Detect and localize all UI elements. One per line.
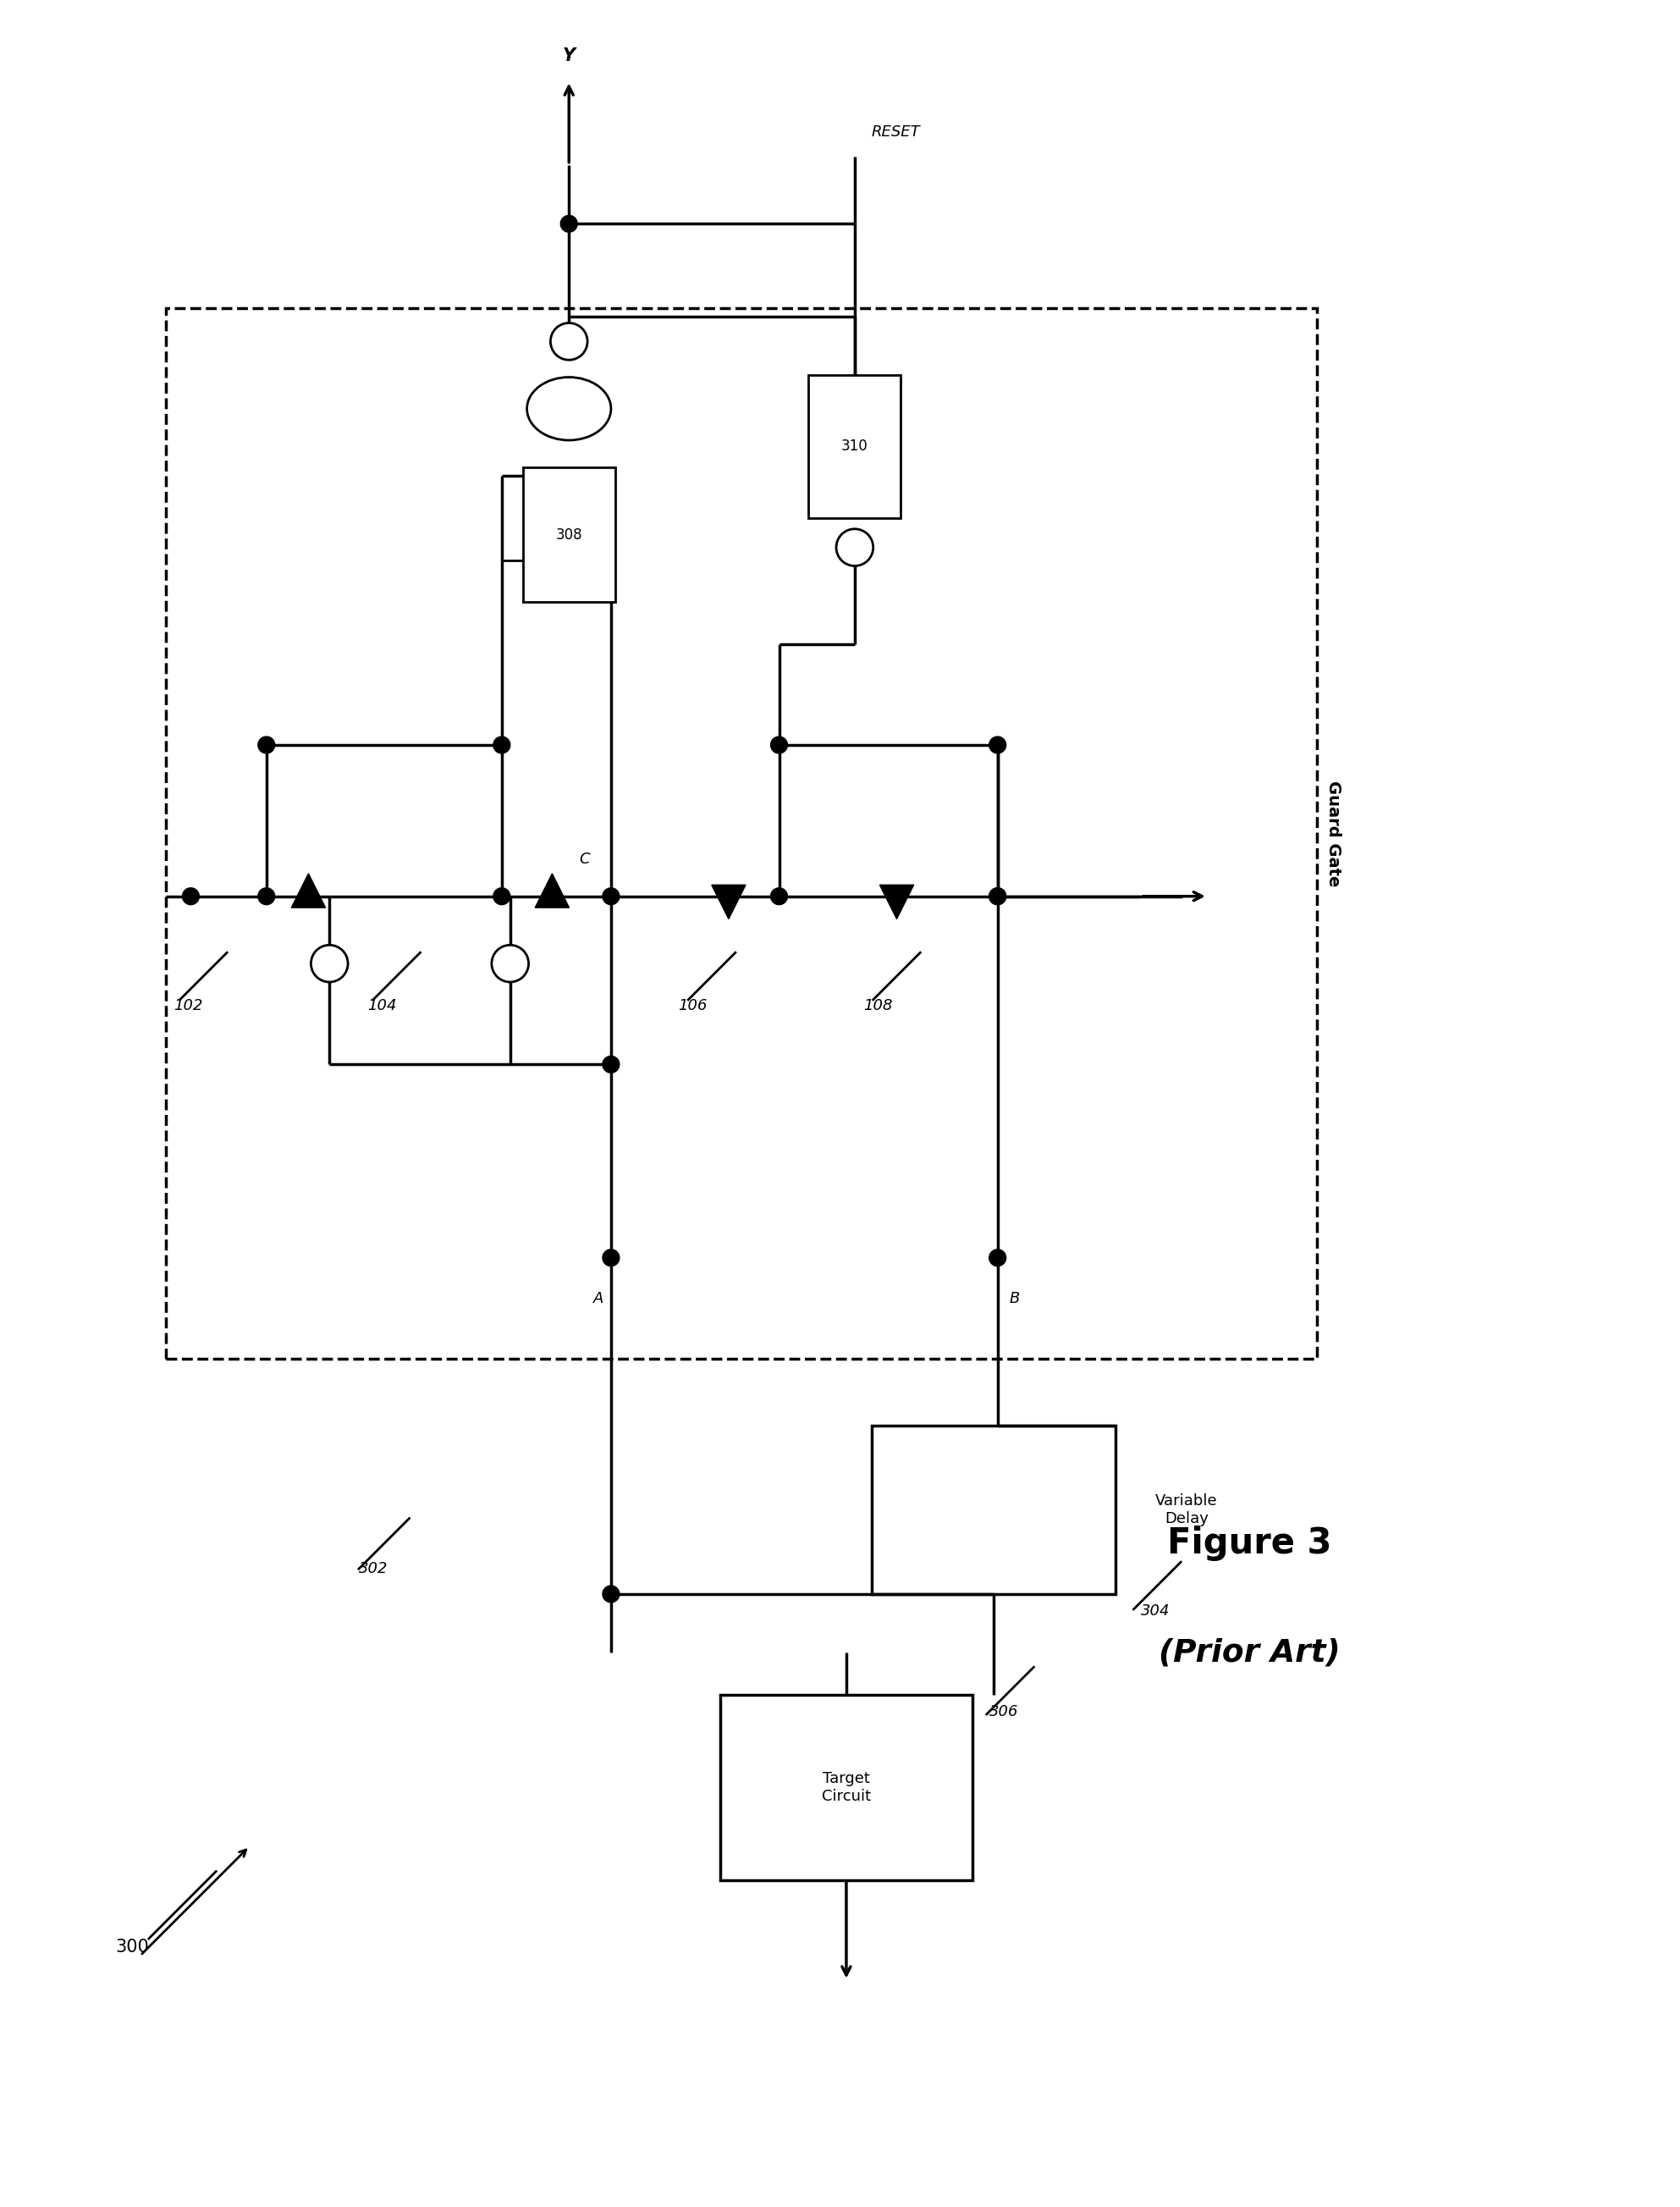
Text: 302: 302 [360, 1560, 388, 1576]
Text: RESET: RESET [872, 124, 921, 139]
Text: C: C [580, 852, 590, 867]
Circle shape [603, 1055, 620, 1073]
Circle shape [990, 887, 1006, 905]
Polygon shape [536, 874, 570, 907]
Text: Figure 3: Figure 3 [1168, 1525, 1332, 1560]
Text: 308: 308 [556, 527, 583, 543]
Circle shape [494, 737, 511, 753]
Text: Target
Circuit: Target Circuit [822, 1770, 870, 1803]
Circle shape [603, 1249, 620, 1267]
Text: (Prior Art): (Prior Art) [1159, 1638, 1341, 1668]
Text: 304: 304 [1141, 1602, 1169, 1618]
Circle shape [837, 530, 874, 565]
Text: 102: 102 [175, 998, 203, 1013]
FancyBboxPatch shape [872, 1426, 1116, 1593]
Circle shape [990, 737, 1006, 753]
FancyBboxPatch shape [721, 1695, 973, 1880]
Text: 300: 300 [116, 1938, 150, 1955]
Circle shape [551, 322, 588, 360]
Circle shape [259, 887, 276, 905]
Circle shape [561, 216, 578, 232]
Circle shape [990, 1249, 1006, 1267]
Polygon shape [712, 885, 746, 918]
Polygon shape [291, 874, 326, 907]
FancyBboxPatch shape [522, 468, 615, 603]
Circle shape [771, 737, 788, 753]
Circle shape [771, 887, 788, 905]
Circle shape [492, 945, 529, 982]
Text: B: B [1010, 1291, 1020, 1307]
Circle shape [259, 737, 276, 753]
Text: 108: 108 [864, 998, 892, 1013]
Text: 104: 104 [368, 998, 396, 1013]
Text: 310: 310 [842, 439, 869, 455]
Circle shape [603, 887, 620, 905]
Text: Variable
Delay: Variable Delay [1156, 1494, 1218, 1527]
Polygon shape [880, 885, 914, 918]
Text: A: A [593, 1291, 603, 1307]
Ellipse shape [528, 377, 612, 439]
FancyBboxPatch shape [808, 375, 900, 519]
Text: 306: 306 [990, 1704, 1018, 1719]
Circle shape [183, 887, 200, 905]
Circle shape [311, 945, 348, 982]
Circle shape [603, 1585, 620, 1602]
Text: Y: Y [563, 46, 575, 64]
Text: 106: 106 [679, 998, 707, 1013]
Circle shape [494, 887, 511, 905]
Text: Guard Gate: Guard Gate [1326, 779, 1341, 887]
Circle shape [990, 887, 1006, 905]
